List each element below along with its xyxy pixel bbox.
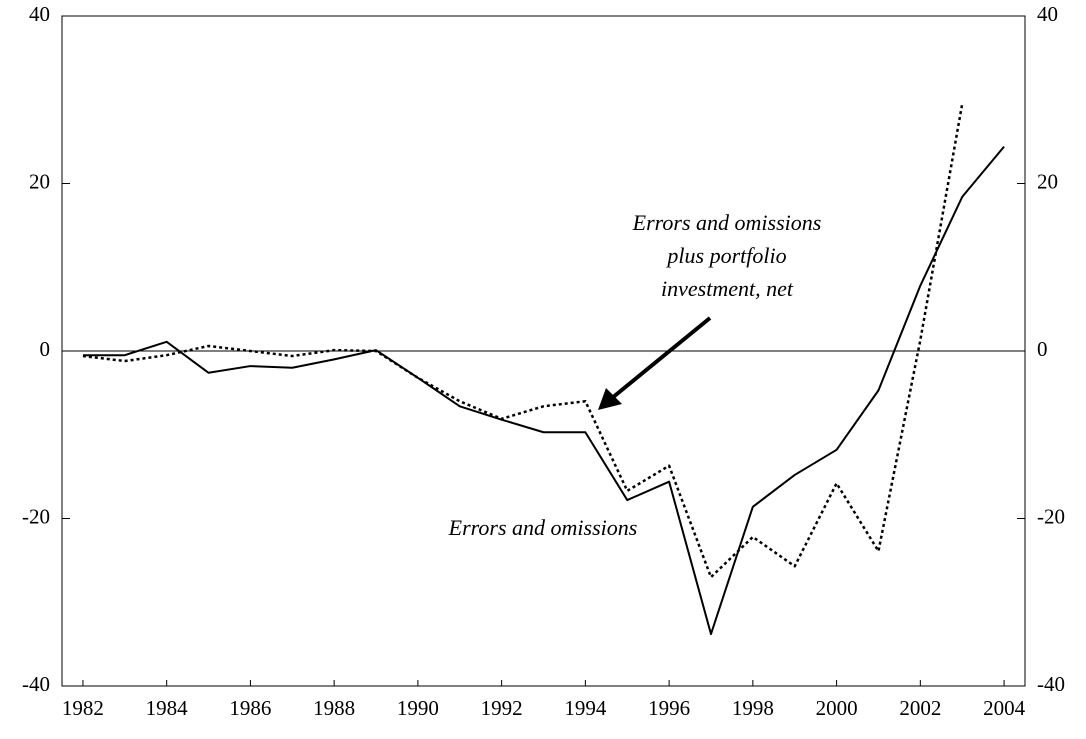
y-tick-label: -20	[22, 504, 50, 528]
series-line	[82, 103, 964, 579]
x-tick-label: 1998	[732, 696, 774, 720]
arrow-shaft	[610, 316, 712, 400]
x-tick-label: 1988	[313, 696, 355, 720]
x-tick-label: 2002	[899, 696, 941, 720]
x-tick-label: 1986	[229, 696, 271, 720]
y-tick-label: 20	[29, 169, 50, 193]
x-tick-label: 1992	[481, 696, 523, 720]
y-tick-label: 0	[40, 337, 51, 361]
x-tick-label: 1996	[648, 696, 690, 720]
y-tick-label: -40	[22, 672, 50, 696]
y-tick-label: 40	[29, 2, 50, 26]
y2-tick-label: 40	[1037, 2, 1058, 26]
series-line	[82, 146, 1005, 636]
y2-tick-label: 20	[1037, 169, 1058, 193]
y2-tick-label: -20	[1037, 504, 1065, 528]
x-tick-label: 1990	[397, 696, 439, 720]
x-tick-label: 2004	[983, 696, 1026, 720]
y2-tick-label: 0	[1037, 337, 1048, 361]
x-tick-label: 1982	[62, 696, 104, 720]
arrow-head	[598, 388, 622, 410]
annotation: Errors and omissions	[448, 515, 638, 540]
annotation: Errors and omissions	[632, 210, 822, 235]
y2-tick-label: -40	[1037, 672, 1065, 696]
annotation: investment, net	[661, 276, 794, 301]
x-tick-label: 2000	[816, 696, 858, 720]
x-tick-label: 1994	[564, 696, 607, 720]
x-tick-label: 1984	[146, 696, 189, 720]
annotation: plus portfolio	[665, 243, 786, 268]
